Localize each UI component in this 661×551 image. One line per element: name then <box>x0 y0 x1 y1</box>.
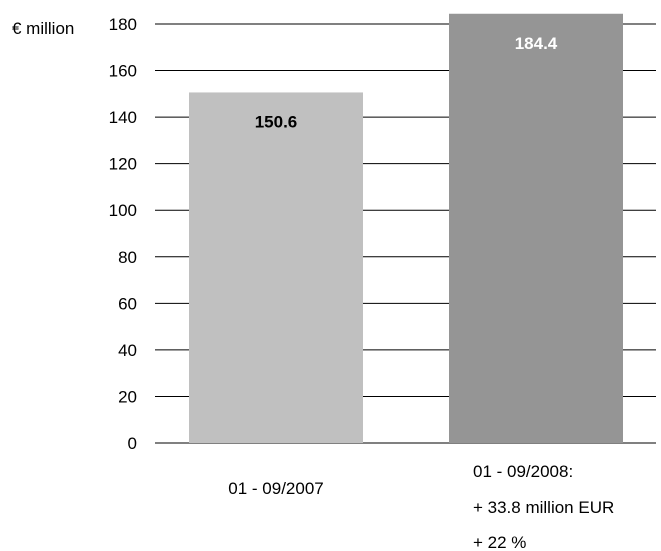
data-label-1: 150.6 <box>255 112 298 131</box>
y-tick-label: 80 <box>118 248 137 267</box>
bars <box>189 13 623 443</box>
y-tick-label: 0 <box>128 434 137 453</box>
y-tick-label: 140 <box>109 108 137 127</box>
y-tick-label: 160 <box>109 62 137 81</box>
data-label-2: 184.4 <box>515 34 558 53</box>
y-tick-label: 120 <box>109 155 137 174</box>
category-annotation-line: + 33.8 million EUR <box>473 498 614 517</box>
y-tick-label: 100 <box>109 201 137 220</box>
category-annotation-line: + 22 % <box>473 533 526 551</box>
y-tick-label: 20 <box>118 387 137 406</box>
y-tick-label: 40 <box>118 341 137 360</box>
y-axis-unit-label: € million <box>12 19 74 38</box>
x-category-label-2: 01 - 09/2008: <box>473 462 573 481</box>
y-tick-label: 180 <box>109 15 137 34</box>
category-labels: 01 - 09/2007 01 - 09/2008: + 33.8 million … <box>228 462 614 551</box>
bar-2 <box>449 13 623 443</box>
data-labels: 150.6 184.4 <box>255 34 558 132</box>
y-tick-label: 60 <box>118 294 137 313</box>
x-category-label-1: 01 - 09/2007 <box>228 479 323 498</box>
bar-1 <box>189 92 363 443</box>
y-axis-ticks: 0 20 40 60 80 100 120 140 160 180 <box>109 15 137 453</box>
